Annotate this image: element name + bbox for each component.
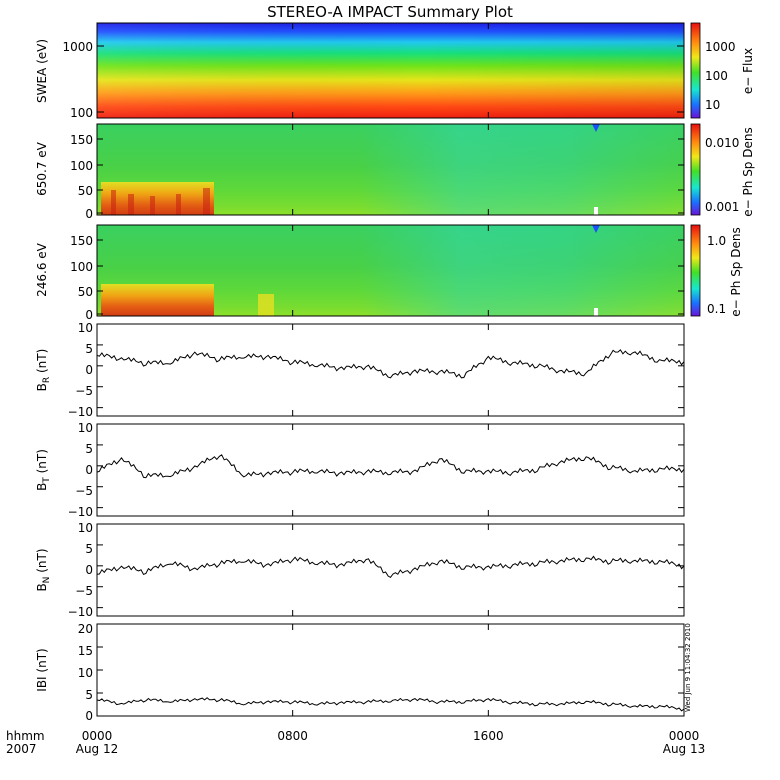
time-axis-unit-label: hhmm	[6, 729, 45, 743]
bn-ytick-label: −10	[68, 605, 93, 619]
bn-ytick-label: 0	[85, 563, 93, 577]
pad246-hot-region	[101, 284, 214, 316]
swea-cbar-tick: 10	[705, 98, 720, 112]
br-ytick-label: 10	[78, 321, 93, 335]
bn-ytick-label: 10	[78, 521, 93, 535]
pad650-ytick-label: 150	[70, 133, 93, 147]
plot-title: STEREO-A IMPACT Summary Plot	[267, 3, 513, 21]
bmag-ytick-label: 20	[78, 622, 93, 636]
swea-ylabel: SWEA (eV)	[35, 39, 49, 103]
swea-shading	[97, 23, 684, 118]
bt-line	[96, 423, 685, 509]
pad246-ytick-label: 50	[78, 285, 93, 299]
swea-cbar-label: e− Flux	[741, 48, 755, 94]
swea-cbar-tick: 100	[705, 69, 728, 83]
pad650-colorbar	[690, 123, 701, 216]
swea-panel: 1000 100 SWEA (eV) 1000 100 10 e− Flux	[35, 22, 755, 120]
bt-ytick-label: −5	[75, 484, 93, 498]
date-tick-label: Aug 12	[76, 742, 119, 756]
pad246-blue-mark	[592, 225, 600, 233]
pad246-gap	[594, 308, 598, 316]
bn-line	[96, 523, 685, 609]
bt-ytick-label: −10	[68, 505, 93, 519]
br-ytick-label: −5	[75, 384, 93, 398]
bn-panel: 10 5 0 −5 −10 BN (nT)	[35, 521, 685, 619]
pad650-frame	[96, 123, 685, 216]
swea-y-ticks	[97, 45, 684, 113]
pad650-cbar-tick: 0.001	[705, 200, 739, 214]
bt-ytick-label: 5	[85, 442, 93, 456]
time-tick-label: 0000	[669, 729, 700, 743]
pad650-panel: 150 100 50 0 650.7 eV 0.010 0.001 e− Ph …	[35, 123, 755, 221]
br-ytick-label: 0	[85, 363, 93, 377]
bn-ylabel: BN (nT)	[35, 548, 52, 591]
pad650-hot-streaks	[111, 188, 210, 215]
pad650-blue-mark	[592, 124, 600, 132]
br-ytick-label: 5	[85, 342, 93, 356]
bt-frame	[96, 423, 685, 517]
bt-ytick-label: 10	[78, 421, 93, 435]
bt-ylabel: BT (nT)	[35, 449, 52, 491]
swea-ytick-label: 100	[70, 106, 93, 120]
swea-ytick-label: 1000	[62, 40, 93, 54]
bn-ytick-label: −5	[75, 584, 93, 598]
time-tick-label: 0000	[82, 729, 113, 743]
pad246-frame	[96, 224, 685, 317]
bt-panel: 10 5 0 −5 −10 BT (nT)	[35, 421, 685, 519]
pad246-y-ticks	[97, 239, 684, 315]
pad650-gap	[594, 207, 598, 215]
br-series-line	[96, 349, 685, 379]
pad246-cbar-tick: 0.1	[707, 302, 726, 316]
pad650-ytick-label: 100	[70, 159, 93, 173]
pad246-panel: 150 100 50 0 246.6 eV 1.0 0.1 e− Ph Sp D…	[35, 224, 743, 322]
pad246-ylabel: 246.6 eV	[35, 242, 49, 297]
br-frame	[96, 323, 685, 417]
bt-series-line	[96, 454, 685, 479]
bn-series-line	[96, 555, 685, 579]
br-ylabel: BR (nT)	[35, 349, 52, 392]
bt-ytick-label: 0	[85, 463, 93, 477]
timestamp-stamp: Wed Jun 9 11:04:32 2010	[684, 623, 692, 712]
bmag-ytick-label: 10	[78, 666, 93, 680]
bmag-ylabel: IBI (nT)	[35, 648, 49, 691]
pad246-colorbar	[690, 224, 701, 317]
time-tick-label: 1600	[473, 729, 504, 743]
swea-colorbar	[690, 22, 701, 119]
bn-ytick-label: 5	[85, 542, 93, 556]
pad650-ytick-label: 0	[85, 207, 93, 221]
pad650-cbar-label: e− Ph Sp Dens	[741, 127, 755, 216]
bn-frame	[96, 523, 685, 617]
pad650-ylabel: 650.7 eV	[35, 141, 49, 196]
br-panel: 10 5 0 −5 −10 BR (nT)	[35, 321, 685, 419]
pad246-cbar-label: e− Ph Sp Dens	[729, 227, 743, 316]
pad650-hot-region	[101, 182, 214, 215]
bmag-ytick-label: 15	[78, 644, 93, 658]
pad246-yellow-patch	[258, 294, 274, 316]
bmag-panel: 20 15 10 5 0 IBI (nT) Wed Jun 9 11:04:32…	[35, 622, 692, 723]
br-ytick-label: −10	[68, 405, 93, 419]
br-line	[96, 323, 685, 409]
bmag-ytick-label: 0	[85, 709, 93, 723]
pad650-y-ticks	[97, 138, 684, 214]
bmag-line	[96, 623, 685, 717]
pad650-cbar-tick: 0.010	[705, 136, 739, 150]
pad246-ytick-label: 100	[70, 260, 93, 274]
pad246-ytick-label: 150	[70, 234, 93, 248]
swea-cbar-tick: 1000	[705, 40, 736, 54]
bmag-ytick-label: 5	[85, 688, 93, 702]
pad650-ytick-label: 50	[78, 184, 93, 198]
pad246-ytick-label: 0	[85, 308, 93, 322]
bmag-series-line	[96, 697, 685, 712]
swea-frame	[96, 22, 685, 119]
pad246-cbar-tick: 1.0	[707, 234, 726, 248]
time-axis-year-label: 2007	[6, 742, 37, 756]
time-tick-label: 0800	[277, 729, 308, 743]
date-tick-label: Aug 13	[663, 742, 706, 756]
